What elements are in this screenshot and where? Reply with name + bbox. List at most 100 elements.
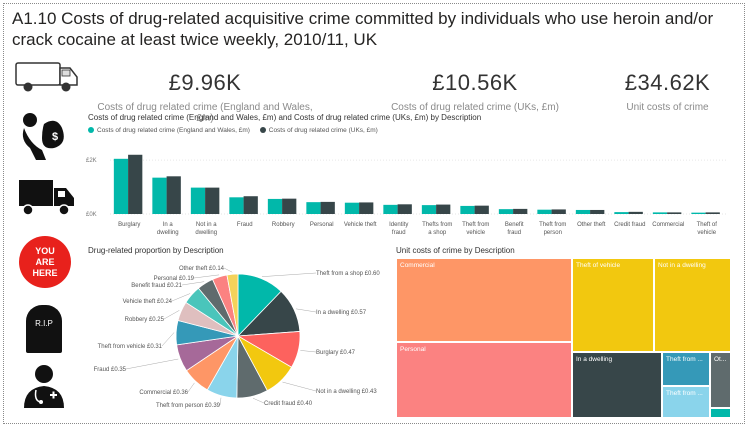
pie-leader-line (261, 272, 317, 277)
legend-item-uk[interactable]: Costs of drug related crime (UKs, £m) (259, 127, 378, 134)
pie-leader-line (223, 267, 233, 273)
bar[interactable] (575, 209, 591, 214)
kpi-card-england-wales: £9.96K Costs of drug related crime (Engl… (95, 70, 315, 124)
pie-slice-label: Credit fraud £0.40 (264, 401, 313, 407)
treemap-cell-commercial[interactable]: Commercial (396, 258, 572, 342)
treemap-cell-label: In a dwelling (576, 356, 613, 363)
bar[interactable] (421, 205, 437, 214)
pie-leader-line (161, 332, 175, 347)
treemap-cell-not-in-a-dwelling[interactable]: Not in a dwelling (654, 258, 731, 352)
bar[interactable] (460, 205, 475, 214)
pie-slice-label: Benefit fraud £0.21 (131, 283, 182, 289)
bar[interactable] (190, 187, 206, 214)
pie-leader-line (219, 397, 222, 406)
bar[interactable] (229, 197, 244, 214)
x-tick-label: a shop (428, 230, 447, 236)
bar[interactable] (691, 212, 706, 214)
pie-slice-label: Commercial £0.36 (139, 390, 188, 396)
treemap-cell-in-a-dwelling[interactable]: In a dwelling (572, 352, 662, 418)
bar[interactable] (513, 208, 528, 214)
bar[interactable] (267, 198, 283, 214)
x-tick-label: Personal (310, 222, 334, 228)
bar[interactable] (705, 212, 720, 214)
treemap-cell-label: Theft from ... (666, 356, 703, 363)
pie-slice-label: Burglary £0.47 (316, 350, 356, 356)
doctor-icon (24, 365, 64, 408)
bar[interactable] (652, 212, 668, 214)
x-tick-label: Fraud (237, 222, 253, 228)
x-tick-label: Commercial (652, 222, 684, 228)
x-tick-label: dwelling (157, 230, 179, 236)
x-tick-label: Robbery (272, 222, 295, 228)
kpi-card-unit-costs: £34.62K Unit costs of crime (605, 70, 730, 113)
treemap-cell-label: Theft of vehicle (576, 262, 621, 269)
treemap-cell-theft-from-b[interactable]: Theft from ... (662, 386, 710, 418)
bar[interactable] (551, 209, 566, 214)
bar[interactable] (243, 196, 258, 214)
bar[interactable] (128, 154, 143, 214)
x-tick-label: Theft from (462, 222, 489, 228)
bar[interactable] (590, 209, 605, 214)
y-tick-label: £0K (86, 212, 97, 218)
pie-leader-line (282, 381, 317, 392)
y-tick-label: £2K (86, 158, 97, 164)
treemap-cell-theft-from-a[interactable]: Theft from ... (662, 352, 710, 386)
legend-label: Costs of drug related crime (England and… (97, 127, 250, 134)
bar[interactable] (537, 209, 552, 214)
bar[interactable] (282, 198, 297, 214)
treemap-cell-personal[interactable]: Personal (396, 342, 572, 418)
x-tick-label: Thefts from (422, 222, 452, 228)
kpi-value: £34.62K (624, 70, 711, 95)
pie-leader-line (181, 281, 205, 286)
bar[interactable] (344, 202, 360, 214)
pie-leader-line (295, 308, 317, 313)
bar[interactable] (152, 177, 167, 214)
bar[interactable] (474, 205, 489, 214)
bar[interactable] (628, 211, 643, 214)
bar[interactable] (436, 204, 451, 214)
pie-slice[interactable] (226, 273, 239, 337)
bar[interactable] (359, 202, 374, 214)
x-tick-label: Vehicle theft (344, 222, 377, 228)
bar[interactable] (667, 212, 682, 214)
x-tick-label: Other theft (577, 222, 606, 228)
pie-slice-label: Personal £0.19 (154, 276, 195, 282)
svg-text:$: $ (52, 131, 58, 143)
pie-slice-label: Theft from a shop £0.60 (316, 271, 380, 277)
treemap-cell-other[interactable]: Ot... (710, 352, 731, 408)
x-tick-label: fraud (507, 230, 521, 236)
truck-icon (19, 180, 74, 216)
pie-chart: Theft from a shop £0.60 In a dwelling £0.… (94, 266, 381, 409)
bar[interactable] (306, 202, 321, 214)
kpi-card-uk: £10.56K Costs of drug related crime (UKs… (370, 70, 580, 113)
treemap-cell-label: Theft from ... (666, 390, 703, 397)
you-are-here-badge: YOU ARE HERE (19, 236, 71, 288)
treemap-cell-small[interactable] (710, 408, 731, 418)
pie-slice-label: Vehicle theft £0.24 (123, 299, 173, 305)
bar-chart: £0K £2K Burglary In a dwelling Not in a dwelli… (86, 154, 726, 236)
kpi-label: Costs of drug related crime (England and… (97, 102, 313, 124)
treemap-cell-theft-of-vehicle[interactable]: Theft of vehicle (572, 258, 654, 352)
x-tick-label: dwelling (195, 230, 217, 236)
legend-swatch (88, 127, 94, 134)
pie-leader-line (171, 293, 191, 302)
treemap-cell-label: Commercial (400, 262, 435, 269)
pie-slice-label: Theft from vehicle £0.31 (98, 344, 163, 350)
you-are-here-text: YOU ARE HERE (32, 245, 58, 278)
legend-swatch (259, 127, 266, 134)
van-icon (15, 62, 78, 92)
bar[interactable] (205, 187, 220, 214)
bar[interactable] (113, 158, 129, 214)
legend-item-england-wales[interactable]: Costs of drug related crime (England and… (88, 127, 250, 134)
bar[interactable] (320, 201, 335, 214)
bar[interactable] (166, 176, 181, 214)
pie-slice-label: Fraud £0.35 (94, 367, 127, 373)
pie-leader-line (187, 382, 195, 393)
pie-leader-line (193, 274, 220, 279)
x-tick-label: In a (163, 222, 174, 228)
bar[interactable] (383, 204, 398, 214)
bar[interactable] (498, 209, 514, 214)
bar[interactable] (397, 204, 412, 214)
x-tick-label: person (544, 230, 562, 236)
bar[interactable] (614, 212, 629, 214)
